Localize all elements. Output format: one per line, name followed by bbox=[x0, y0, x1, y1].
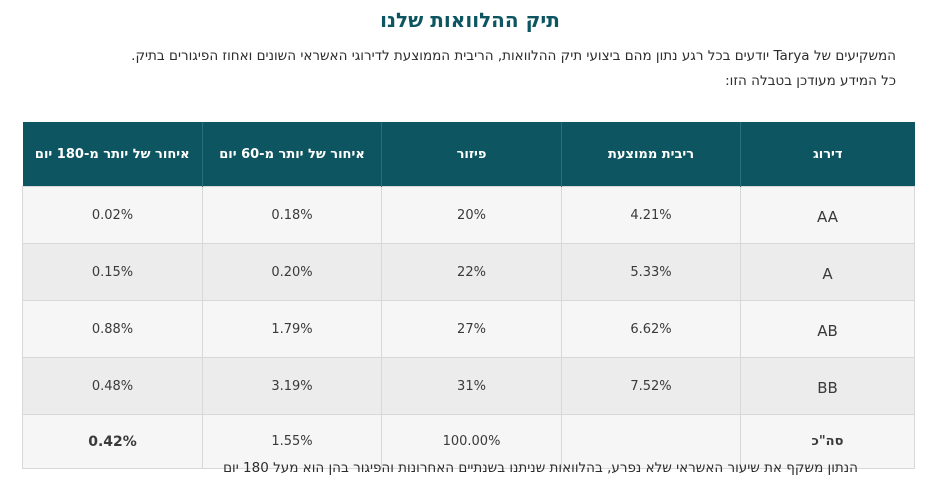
header-diversification: פיזור bbox=[381, 122, 562, 187]
cell-late-180: 0.88% bbox=[22, 300, 203, 358]
page-title: תיק ההלוואות שלנו bbox=[380, 8, 560, 32]
intro-line-2: כל המידע מעודכן בטבלה הזו: bbox=[725, 73, 896, 89]
cell-diversification: 20% bbox=[381, 186, 562, 244]
cell-avg-interest: 7.52% bbox=[561, 357, 741, 415]
cell-diversification: 27% bbox=[381, 300, 562, 358]
cell-total-late-180: 0.42% bbox=[22, 414, 203, 469]
cell-total-label: סה"כ bbox=[740, 414, 915, 469]
header-late-180: איחור של יותר מ-180 יום bbox=[22, 122, 203, 187]
cell-grade: BB bbox=[740, 357, 915, 415]
table-header: דירוג ריבית ממוצעת פיזור איחור של יותר מ… bbox=[22, 122, 915, 187]
cell-grade: AA bbox=[740, 186, 915, 244]
table-row: A 5.33% 22% 0.20% 0.15% bbox=[22, 243, 915, 301]
cell-diversification: 31% bbox=[381, 357, 562, 415]
table-row: AB 6.62% 27% 1.79% 0.88% bbox=[22, 300, 915, 358]
cell-late-180: 0.02% bbox=[22, 186, 203, 244]
cell-late-180: 0.48% bbox=[22, 357, 203, 415]
table-body: AA 4.21% 20% 0.18% 0.02% A 5.33% 22% 0.2… bbox=[22, 186, 915, 469]
footnote: הנתון משקף את שיעור האשראי שלא נפרע, בהל… bbox=[223, 460, 858, 476]
cell-total-late-60: 1.55% bbox=[202, 414, 382, 469]
header-late-60: איחור של יותר מ-60 יום bbox=[202, 122, 382, 187]
cell-avg-interest: 4.21% bbox=[561, 186, 741, 244]
cell-avg-interest: 5.33% bbox=[561, 243, 741, 301]
cell-grade: AB bbox=[740, 300, 915, 358]
cell-avg-interest: 6.62% bbox=[561, 300, 741, 358]
loan-portfolio-table-container: דירוג ריבית ממוצעת פיזור איחור של יותר מ… bbox=[22, 122, 915, 469]
cell-diversification: 22% bbox=[381, 243, 562, 301]
cell-total-diversification: 100.00% bbox=[381, 414, 562, 469]
header-avg-interest: ריבית ממוצעת bbox=[561, 122, 741, 187]
header-row: דירוג ריבית ממוצעת פיזור איחור של יותר מ… bbox=[22, 122, 915, 187]
intro-text: המשקיעים של Tarya יודעים בכל רגע נתון מה… bbox=[30, 44, 896, 94]
loan-portfolio-table: דירוג ריבית ממוצעת פיזור איחור של יותר מ… bbox=[22, 122, 915, 469]
cell-late-60: 1.79% bbox=[202, 300, 382, 358]
table-row: BB 7.52% 31% 3.19% 0.48% bbox=[22, 357, 915, 415]
cell-total-avg-interest bbox=[561, 414, 741, 469]
header-grade: דירוג bbox=[740, 122, 915, 187]
cell-late-60: 0.20% bbox=[202, 243, 382, 301]
cell-late-60: 3.19% bbox=[202, 357, 382, 415]
intro-line-1: המשקיעים של Tarya יודעים בכל רגע נתון מה… bbox=[131, 48, 896, 64]
cell-late-180: 0.15% bbox=[22, 243, 203, 301]
table-row: AA 4.21% 20% 0.18% 0.02% bbox=[22, 186, 915, 244]
cell-grade: A bbox=[740, 243, 915, 301]
table-total-row: סה"כ 100.00% 1.55% 0.42% bbox=[22, 414, 915, 469]
cell-late-60: 0.18% bbox=[202, 186, 382, 244]
